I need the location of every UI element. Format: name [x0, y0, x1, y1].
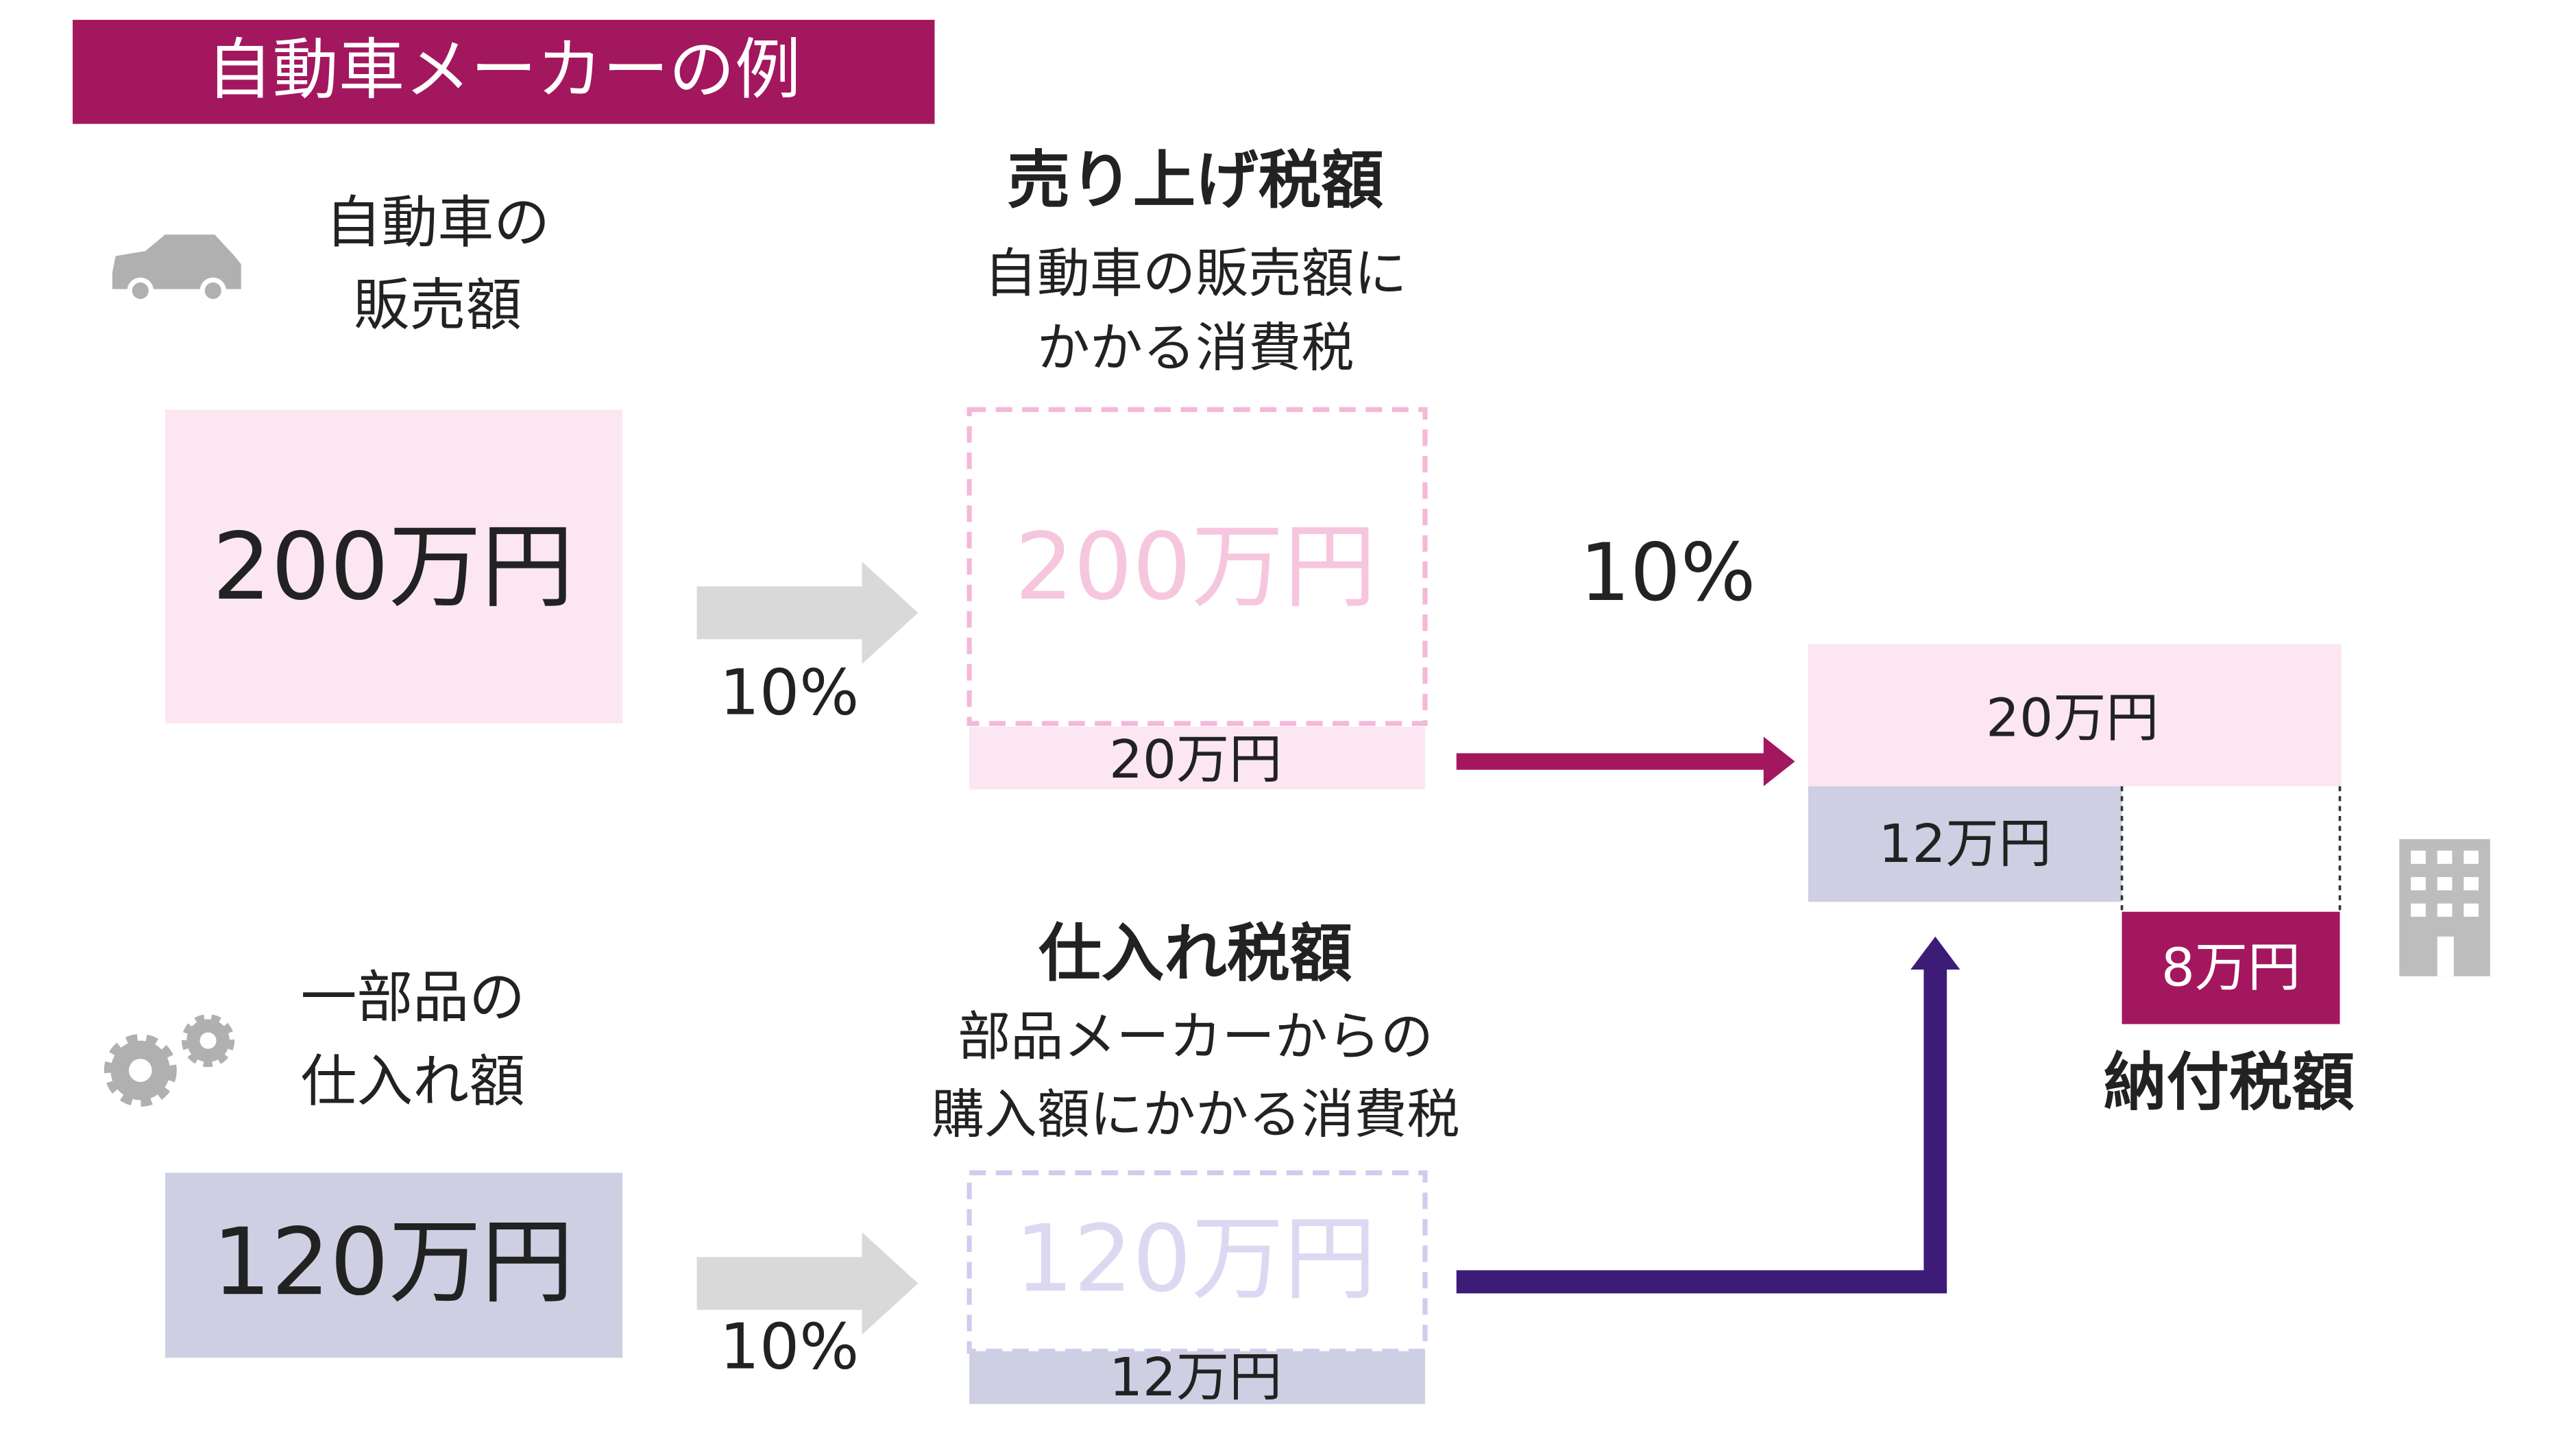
sales-label: 自動車の: [326, 190, 550, 255]
arrow: [1456, 966, 1947, 1294]
ghost-amount: 120万円: [1014, 1205, 1376, 1312]
payable-label: 納付税額: [2104, 1046, 2355, 1119]
payable-box: [2122, 911, 2340, 1024]
tax-bar: [969, 1351, 1425, 1404]
title: 自動車メーカーの例: [206, 32, 801, 108]
dashed-box: [967, 407, 1428, 726]
ghost-amount: 200万円: [1014, 513, 1376, 621]
tax-desc: 自動車の販売額に: [984, 243, 1407, 305]
purchase-label: 一部品の: [300, 965, 525, 1030]
input-tax-box: [1808, 786, 2122, 902]
title-bar: [73, 19, 935, 124]
car-icon: [112, 235, 241, 304]
tax-desc: 購入額にかかる消費税: [932, 1084, 1460, 1146]
arrow: [1456, 736, 1795, 786]
rate: 10%: [720, 656, 859, 729]
output-tax-box: [1808, 644, 2342, 786]
tax-amount: 20万円: [1109, 729, 1282, 791]
arrow: [696, 1232, 919, 1335]
tax-desc: 部品メーカーからの: [958, 1007, 1433, 1068]
arrow-head: [1910, 936, 1960, 970]
sales-amount: 200万円: [212, 513, 574, 621]
rate: 10%: [720, 1310, 859, 1383]
purchase-amount: 120万円: [212, 1208, 574, 1316]
sales-label: 販売額: [354, 273, 522, 338]
arrow: [696, 562, 919, 664]
tax-amount: 12万円: [1109, 1347, 1282, 1408]
output-tax: 20万円: [1986, 688, 2159, 749]
tax-desc: かかる消費税: [1037, 317, 1354, 379]
input-tax: 12万円: [1879, 813, 2052, 875]
tax-heading: 売り上げ税額: [1008, 144, 1384, 217]
tax-bar: [969, 726, 1425, 790]
sales-box: [165, 409, 623, 724]
purchase-box: [165, 1173, 623, 1358]
payable: 8万円: [2161, 937, 2300, 998]
purchase-label: 仕入れ額: [300, 1049, 525, 1114]
middle-rate: 10%: [1580, 527, 1756, 619]
building-icon: [2399, 839, 2490, 976]
tax-heading: 仕入れ税額: [1038, 917, 1352, 990]
gears-icon: [104, 1014, 235, 1107]
